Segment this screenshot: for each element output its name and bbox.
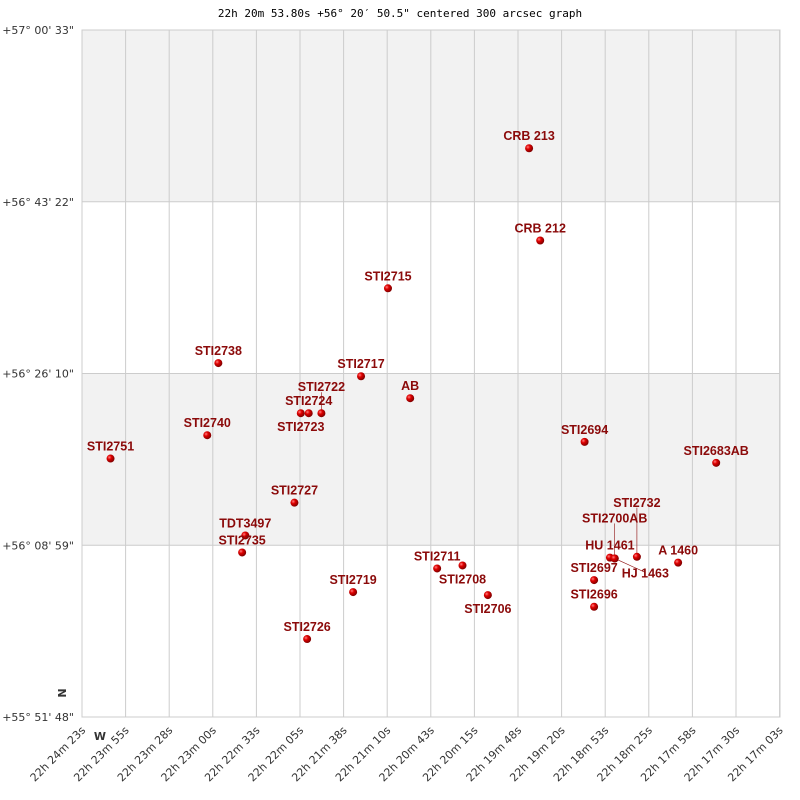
star[interactable]: STI2732 — [613, 496, 661, 561]
star-label: STI2738 — [195, 344, 242, 358]
star-label: STI2715 — [364, 269, 411, 283]
star-dot-icon[interactable] — [458, 561, 467, 570]
dec-tick-label: +56° 43' 22" — [2, 196, 74, 209]
star-label: STI2697 — [570, 561, 617, 575]
star[interactable]: STI2723 — [277, 409, 324, 434]
star-dot-icon[interactable] — [433, 564, 442, 573]
star-label: STI2751 — [87, 440, 134, 454]
star-dot-icon[interactable] — [203, 431, 212, 440]
star-label: STI2706 — [464, 602, 511, 616]
star-dot-icon[interactable] — [712, 458, 721, 467]
star-dot-icon[interactable] — [106, 454, 115, 463]
star[interactable]: STI2700AB — [582, 511, 647, 563]
star-dot-icon[interactable] — [674, 558, 683, 567]
star-label: STI2708 — [439, 572, 486, 586]
star-dot-icon[interactable] — [304, 409, 313, 418]
star-dot-icon[interactable] — [536, 236, 545, 245]
star-label: STI2722 — [298, 380, 345, 394]
star-dot-icon[interactable] — [357, 372, 366, 381]
star[interactable]: STI2726 — [284, 620, 331, 644]
star-label: STI2683AB — [684, 444, 749, 458]
star-label: CRB 213 — [503, 129, 554, 143]
star[interactable]: STI2738 — [195, 344, 242, 368]
star-label: HJ 1463 — [622, 566, 669, 580]
star-dot-icon[interactable] — [483, 591, 492, 600]
star-dot-icon[interactable] — [580, 437, 589, 446]
star-dot-icon[interactable] — [241, 531, 250, 540]
star[interactable]: STI2696 — [570, 588, 618, 611]
star-dot-icon[interactable] — [632, 552, 641, 561]
star[interactable]: STI2751 — [87, 440, 134, 463]
star[interactable]: STI2719 — [329, 573, 377, 597]
plot-area — [81, 29, 781, 718]
dec-tick-label: +55° 51' 48" — [2, 711, 74, 724]
star-dot-icon[interactable] — [590, 602, 599, 611]
star-label: STI2694 — [561, 423, 608, 437]
star-label: STI2719 — [329, 573, 376, 587]
north-marker: N — [55, 688, 68, 697]
star-dot-icon[interactable] — [214, 359, 223, 368]
star[interactable]: A 1460 — [658, 544, 698, 567]
star[interactable]: STI2694 — [561, 423, 608, 446]
plot-border — [81, 29, 781, 718]
dec-axis: +57° 00' 33" +56° 43' 22" +56° 26' 10" +56°… — [2, 24, 74, 724]
star-label: STI2740 — [184, 416, 231, 430]
star-dot-icon[interactable] — [610, 554, 619, 563]
star[interactable]: STI2708 — [439, 561, 486, 586]
label-leader-line — [614, 558, 646, 573]
dec-tick-label: +56° 08' 59" — [2, 539, 74, 552]
star[interactable]: STI2727 — [271, 484, 318, 507]
star[interactable]: CRB 213 — [503, 129, 555, 153]
star[interactable]: STI2717 — [337, 357, 385, 381]
star[interactable]: STI2722 — [298, 380, 345, 418]
star[interactable]: STI2683AB — [684, 444, 749, 467]
star-label: STI2700AB — [582, 511, 647, 525]
star-label: TDT3497 — [219, 516, 271, 530]
star-dot-icon[interactable] — [290, 498, 299, 507]
star[interactable]: TDT3497 — [219, 516, 271, 540]
star-label: HU 1461 — [585, 539, 634, 553]
dec-tick-label: +57° 00' 33" — [2, 24, 74, 37]
dec-tick-label: +56° 26' 10" — [2, 368, 74, 381]
star-label: STI2727 — [271, 484, 318, 498]
star[interactable]: STI2735 — [218, 533, 266, 557]
star[interactable]: CRB 212 — [514, 222, 566, 245]
star-label: STI2732 — [613, 496, 660, 510]
star[interactable]: STI2711 — [414, 549, 461, 573]
star-dot-icon[interactable] — [383, 284, 392, 293]
star-label: STI2726 — [284, 620, 331, 634]
star-dot-icon[interactable] — [296, 409, 305, 418]
star[interactable]: STI2740 — [184, 416, 231, 440]
west-marker: W — [94, 730, 106, 743]
star-dot-icon[interactable] — [406, 394, 415, 403]
star-label: A 1460 — [658, 544, 698, 558]
star-dot-icon[interactable] — [349, 588, 358, 597]
star-label: CRB 212 — [514, 222, 565, 236]
star-dot-icon[interactable] — [303, 635, 312, 644]
star-label: STI2717 — [337, 357, 384, 371]
star[interactable]: STI2715 — [364, 269, 412, 293]
star-label: STI2723 — [277, 420, 324, 434]
star[interactable]: STI2697 — [570, 561, 618, 585]
star-label: STI2724 — [285, 394, 332, 408]
star-label: STI2696 — [570, 588, 617, 602]
star[interactable]: STI2724 — [285, 394, 332, 418]
star-markers: CRB 213 CRB 212 STI2715 STI2738 STI2717 AB STI… — [87, 129, 749, 644]
star-dot-icon[interactable] — [317, 409, 326, 418]
star[interactable]: AB — [401, 379, 419, 403]
star[interactable]: STI2706 — [464, 591, 512, 616]
star-dot-icon[interactable] — [590, 576, 599, 585]
star-dot-icon[interactable] — [525, 144, 534, 153]
star-label: AB — [401, 379, 419, 393]
star-label: STI2735 — [218, 533, 265, 547]
star-label: STI2711 — [414, 549, 461, 563]
graph-title: 22h 20m 53.80s +56° 20′ 50.5" centered 3… — [218, 7, 582, 20]
star-dot-icon[interactable] — [238, 548, 247, 557]
